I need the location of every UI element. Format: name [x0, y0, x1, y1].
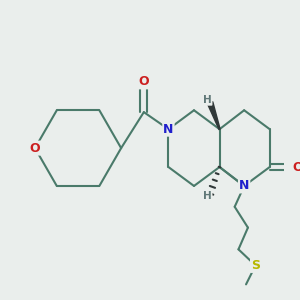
- Text: H: H: [203, 191, 212, 201]
- Text: N: N: [239, 179, 249, 193]
- Text: N: N: [163, 123, 174, 136]
- Text: O: O: [293, 160, 300, 173]
- Polygon shape: [207, 102, 220, 129]
- Text: S: S: [251, 259, 260, 272]
- Text: H: H: [203, 95, 212, 105]
- Text: O: O: [30, 142, 40, 154]
- Text: O: O: [139, 75, 149, 88]
